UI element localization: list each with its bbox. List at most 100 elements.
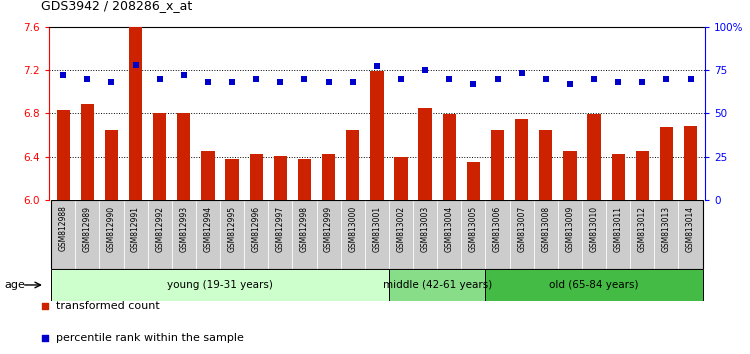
Bar — [370, 71, 383, 200]
FancyBboxPatch shape — [437, 200, 461, 269]
Point — [81, 76, 93, 81]
Text: transformed count: transformed count — [56, 301, 160, 311]
Text: GSM812999: GSM812999 — [324, 206, 333, 252]
Text: GSM813013: GSM813013 — [662, 206, 671, 252]
Point — [443, 76, 455, 81]
Bar — [226, 159, 238, 200]
FancyBboxPatch shape — [75, 200, 100, 269]
Bar — [346, 130, 359, 200]
Bar — [419, 108, 432, 200]
Point — [370, 64, 382, 69]
FancyBboxPatch shape — [268, 200, 292, 269]
Text: GSM813010: GSM813010 — [590, 206, 598, 252]
Text: GSM813008: GSM813008 — [542, 206, 550, 252]
Bar — [660, 127, 673, 200]
FancyBboxPatch shape — [148, 200, 172, 269]
Bar — [274, 155, 287, 200]
FancyBboxPatch shape — [630, 200, 654, 269]
Point — [588, 76, 600, 81]
Text: GSM813004: GSM813004 — [445, 206, 454, 252]
Point — [251, 76, 262, 81]
Bar — [636, 151, 649, 200]
Bar — [442, 114, 456, 200]
Bar — [201, 151, 214, 200]
FancyBboxPatch shape — [100, 200, 124, 269]
FancyBboxPatch shape — [509, 200, 534, 269]
Point — [661, 76, 673, 81]
FancyBboxPatch shape — [340, 200, 364, 269]
Bar — [563, 151, 577, 200]
Bar — [515, 119, 528, 200]
Bar — [250, 154, 263, 200]
FancyBboxPatch shape — [389, 269, 485, 301]
FancyBboxPatch shape — [389, 200, 413, 269]
Point — [398, 206, 410, 212]
FancyBboxPatch shape — [244, 200, 268, 269]
Text: GSM812992: GSM812992 — [155, 206, 164, 252]
Text: GSM813009: GSM813009 — [566, 206, 574, 252]
Bar — [177, 113, 190, 200]
FancyBboxPatch shape — [172, 200, 196, 269]
FancyBboxPatch shape — [485, 200, 509, 269]
Bar — [684, 126, 698, 200]
FancyBboxPatch shape — [654, 200, 679, 269]
Point — [298, 76, 310, 81]
FancyBboxPatch shape — [485, 269, 703, 301]
Text: GSM813003: GSM813003 — [421, 206, 430, 252]
FancyBboxPatch shape — [292, 200, 316, 269]
Bar — [466, 162, 480, 200]
Point — [57, 72, 69, 78]
FancyBboxPatch shape — [606, 200, 630, 269]
Bar — [322, 154, 335, 200]
Point — [274, 79, 286, 85]
FancyBboxPatch shape — [51, 269, 389, 301]
Bar — [81, 103, 94, 200]
Point — [491, 76, 503, 81]
FancyBboxPatch shape — [364, 200, 389, 269]
Point — [540, 76, 552, 81]
Text: GSM812993: GSM812993 — [179, 206, 188, 252]
Point — [419, 67, 431, 73]
FancyBboxPatch shape — [413, 200, 437, 269]
FancyBboxPatch shape — [534, 200, 558, 269]
Point — [636, 79, 648, 85]
Point — [130, 62, 142, 68]
Text: GSM813000: GSM813000 — [348, 206, 357, 252]
Text: GSM812998: GSM812998 — [300, 206, 309, 252]
Text: percentile rank within the sample: percentile rank within the sample — [56, 333, 244, 343]
FancyBboxPatch shape — [679, 200, 703, 269]
Text: GSM812989: GSM812989 — [82, 206, 92, 252]
FancyBboxPatch shape — [316, 200, 340, 269]
Text: GSM812990: GSM812990 — [107, 206, 116, 252]
Bar — [611, 154, 625, 200]
Bar — [129, 27, 142, 200]
Point — [395, 76, 407, 81]
Text: GSM813012: GSM813012 — [638, 206, 646, 252]
Text: old (65-84 years): old (65-84 years) — [549, 280, 639, 290]
Text: age: age — [4, 280, 25, 290]
Text: GDS3942 / 208286_x_at: GDS3942 / 208286_x_at — [41, 0, 193, 12]
FancyBboxPatch shape — [220, 200, 245, 269]
FancyBboxPatch shape — [582, 200, 606, 269]
Bar — [539, 130, 553, 200]
Bar — [105, 130, 118, 200]
Point — [467, 81, 479, 87]
Point — [685, 76, 697, 81]
Text: young (19-31 years): young (19-31 years) — [167, 280, 273, 290]
Point — [178, 72, 190, 78]
Text: GSM813005: GSM813005 — [469, 206, 478, 252]
Text: GSM813001: GSM813001 — [372, 206, 381, 252]
Point — [346, 79, 358, 85]
Point — [226, 79, 238, 85]
Point — [612, 79, 624, 85]
Text: GSM813007: GSM813007 — [518, 206, 526, 252]
Bar — [394, 156, 408, 200]
Text: GSM812988: GSM812988 — [58, 206, 68, 251]
FancyBboxPatch shape — [196, 200, 220, 269]
Text: GSM812997: GSM812997 — [276, 206, 285, 252]
Bar — [490, 130, 504, 200]
FancyBboxPatch shape — [558, 200, 582, 269]
Bar — [298, 159, 311, 200]
Point — [564, 81, 576, 87]
FancyBboxPatch shape — [461, 200, 485, 269]
